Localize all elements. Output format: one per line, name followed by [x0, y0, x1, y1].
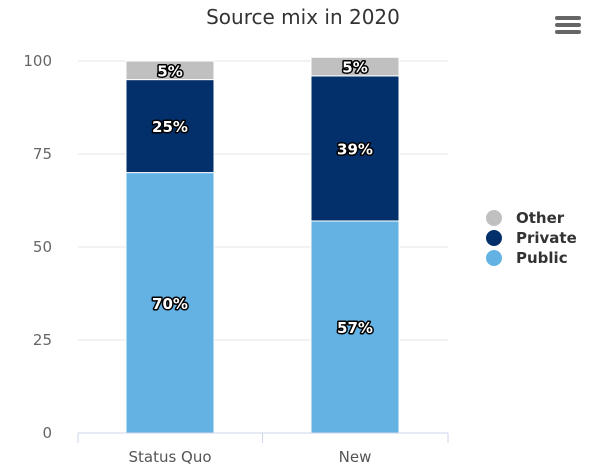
x-category-label: New: [339, 448, 372, 466]
bars-layer: [125, 56, 400, 434]
legend-marker: [486, 250, 502, 266]
bar-segment-public[interactable]: [125, 172, 215, 434]
bar-segment-other[interactable]: [310, 56, 400, 77]
legend-item-public[interactable]: Public: [486, 249, 568, 267]
data-label: 5%: [342, 59, 367, 77]
legend-label: Private: [516, 229, 577, 247]
menu-line-middle: [555, 23, 581, 27]
chart-title: Source mix in 2020: [206, 5, 400, 29]
y-tick-label: 0: [42, 424, 52, 442]
x-axis: Status Quo New: [77, 432, 449, 466]
data-label: 39%: [337, 140, 373, 158]
legend-item-private[interactable]: Private: [486, 229, 577, 247]
bar-segment-other[interactable]: [125, 60, 215, 81]
y-tick-label: 75: [33, 145, 52, 163]
chart-menu-button[interactable]: [549, 8, 583, 42]
menu-line-bottom: [555, 30, 581, 34]
data-labels: 70% 25% 5% 57% 39% 5%: [151, 57, 375, 338]
x-category-label: Status Quo: [128, 448, 211, 466]
bar-segment-private[interactable]: [125, 79, 215, 174]
y-axis-ticks: 0 25 50 75 100: [23, 52, 52, 442]
menu-line-top: [555, 16, 581, 20]
data-label: 70%: [152, 295, 188, 313]
y-tick-label: 100: [23, 52, 52, 70]
legend-item-other[interactable]: Other: [486, 209, 565, 227]
y-tick-label: 50: [33, 238, 52, 256]
data-label: 5%: [157, 62, 182, 80]
y-tick-label: 25: [33, 331, 52, 349]
bar-segment-private[interactable]: [310, 75, 400, 222]
data-label: 57%: [337, 319, 373, 337]
bar-segment-public[interactable]: [310, 220, 400, 434]
legend-marker: [486, 210, 502, 226]
legend-label: Other: [516, 209, 565, 227]
legend-label: Public: [516, 249, 568, 267]
legend: Other Private Public: [486, 209, 577, 267]
data-label: 25%: [152, 118, 188, 136]
legend-marker: [486, 230, 502, 246]
